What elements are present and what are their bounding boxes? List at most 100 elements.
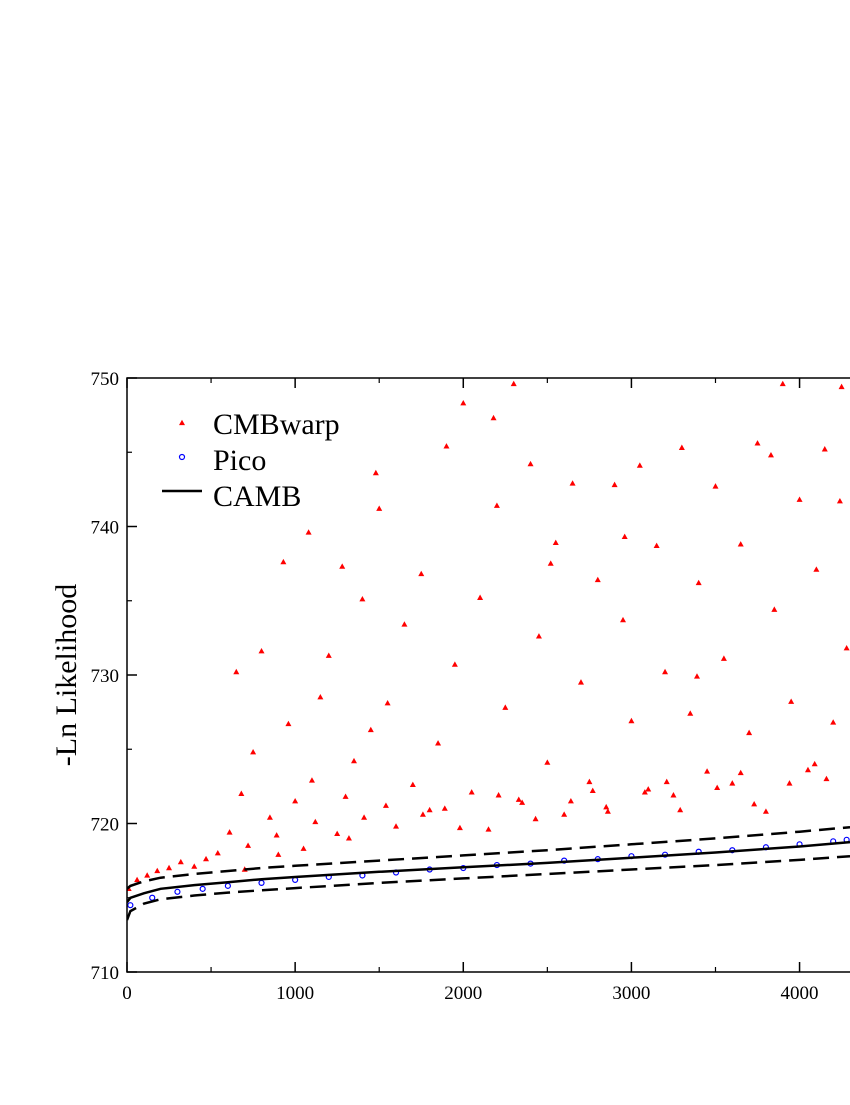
cmbwarp-point [788, 698, 795, 704]
cmbwarp-point [334, 830, 341, 837]
cmbwarp-point [811, 760, 818, 767]
cmbwarp-point [611, 481, 618, 488]
cmbwarp-point [670, 792, 677, 798]
y-axis-title: -Ln Likelihood [50, 584, 83, 766]
cmbwarp-point [300, 845, 307, 851]
x-tick-label: 4000 [781, 983, 819, 1004]
cmbwarp-point [191, 863, 198, 869]
cmbwarp-point [645, 786, 652, 792]
cmbwarp-point [836, 498, 843, 504]
cmbwarp-point [443, 443, 450, 449]
cmbwarp-point [502, 704, 509, 710]
cmbwarp-point [426, 806, 433, 813]
cmbwarp-point [737, 769, 744, 776]
cmbwarp-point [359, 596, 366, 602]
x-tick-label: 0 [122, 983, 132, 1004]
cmbwarp-point [451, 661, 458, 667]
cmbwarp-point [166, 864, 173, 871]
y-tick-label: 710 [91, 963, 120, 984]
cmbwarp-point [754, 440, 761, 446]
cmbwarp-point [628, 717, 635, 724]
cmbwarp-point [345, 835, 352, 841]
cmbwarp-point [804, 766, 811, 773]
legend-entry-pico: Pico [178, 444, 266, 477]
cmbwarp-point [779, 380, 786, 387]
legend-label: Pico [213, 444, 266, 477]
cmbwarp-point [569, 480, 576, 486]
cmbwarp-point [250, 748, 257, 755]
cmbwarp-point [519, 799, 526, 805]
cmbwarp-point [589, 787, 596, 793]
cmbwarp-point [238, 790, 245, 796]
cmbwarp-point [586, 778, 593, 785]
cmbwarp-point [285, 720, 292, 727]
cmbwarp-point [693, 673, 700, 679]
cmbwarp-point [266, 814, 273, 820]
cmbwarp-point [604, 808, 611, 814]
cmbwarp-point [495, 792, 502, 798]
cmbwarp-point [280, 558, 287, 565]
cmbwarp-point [532, 815, 539, 822]
cmbwarp-point [603, 803, 610, 810]
cmbwarp-point [134, 876, 141, 883]
legend-entry-cmbwarp: CMBwarp [179, 408, 340, 441]
y-tick-label: 720 [91, 815, 120, 836]
cmbwarp-point [729, 780, 736, 786]
cmbwarp-point [292, 797, 299, 804]
cmbwarp-point [275, 851, 282, 857]
cmbwarp-point [376, 505, 383, 511]
cmbwarp-point [544, 759, 551, 765]
cmbwarp-point [493, 502, 500, 508]
cmbwarp-point [441, 805, 448, 811]
y-tick-label: 750 [91, 369, 120, 390]
cmbwarp-point [704, 768, 711, 774]
camb-bound-line [127, 825, 850, 890]
cmbwarp-point [751, 800, 758, 807]
cmbwarp-point [490, 414, 497, 421]
camb-bound-line [127, 854, 850, 921]
cmbwarp-point [527, 460, 534, 467]
cmbwarp-point [214, 849, 221, 856]
cmbwarp-point [401, 621, 408, 627]
x-tick-label: 3000 [612, 983, 650, 1004]
cmbwarp-point [535, 633, 542, 639]
cmbwarp-point [813, 566, 820, 572]
cmbwarp-point [203, 855, 210, 862]
cmbwarp-point [636, 462, 643, 468]
cmbwarp-point [662, 668, 669, 675]
cmbwarp-point [746, 729, 753, 736]
cmbwarp-point [771, 606, 778, 612]
cmbwarp-point [245, 842, 252, 848]
cmbwarp-point [435, 740, 442, 746]
cmbwarp-point [485, 826, 492, 832]
cmbwarp-point [382, 802, 389, 808]
cmbwarp-point [567, 797, 574, 804]
cmbwarp-point [561, 811, 568, 817]
cmbwarp-point [552, 539, 559, 545]
y-tick-label: 730 [91, 666, 120, 687]
cmbwarp-point [510, 380, 517, 387]
legend-label: CAMB [213, 480, 301, 513]
cmbwarp-point [350, 757, 357, 764]
legend-marker-triangle [179, 419, 185, 426]
x-tick-label: 1000 [276, 983, 314, 1004]
cmbwarp-point [361, 814, 368, 820]
cmbwarp-point [342, 793, 349, 799]
cmbwarp-point [796, 496, 803, 502]
legend-marker-circle [178, 453, 186, 461]
cmbwarp-point [144, 872, 151, 878]
cmbwarp-point [687, 710, 694, 716]
cmbwarp-point [226, 829, 233, 835]
cmbwarp-point [621, 533, 628, 540]
cmbwarp-point [409, 781, 416, 788]
cmbwarp-point [384, 699, 391, 706]
cmbwarp-point [712, 483, 719, 489]
cmbwarp-point [663, 778, 670, 785]
cmbwarp-point [393, 823, 400, 829]
cmbwarp-point [419, 811, 426, 817]
cmbwarp-point [762, 808, 769, 814]
cmbwarp-point [339, 563, 346, 569]
cmbwarp-point [154, 867, 161, 874]
